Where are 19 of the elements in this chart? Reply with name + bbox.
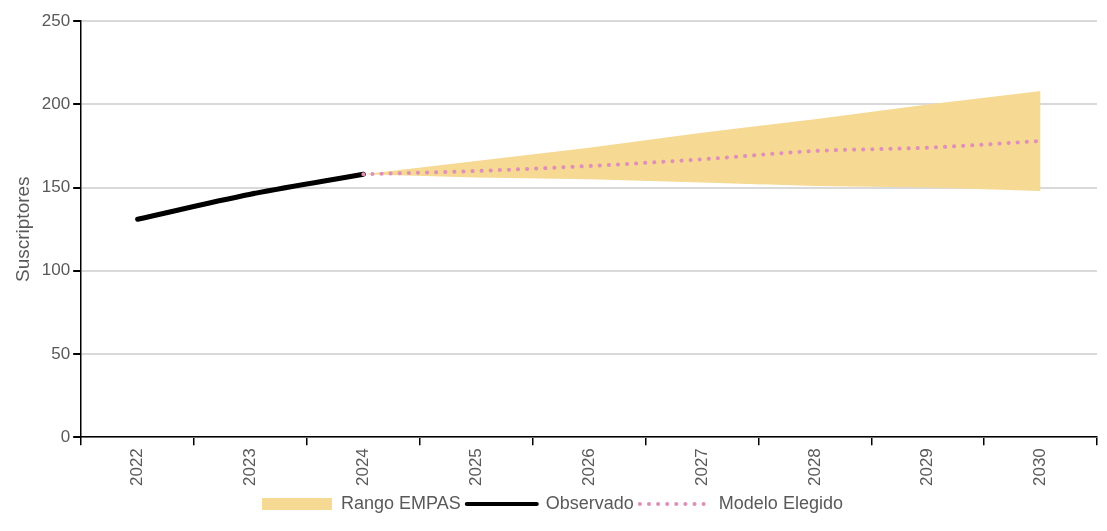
x-tick-label: 2026 bbox=[578, 448, 598, 487]
y-tick-label: 100 bbox=[41, 260, 71, 280]
y-tick-label: 250 bbox=[41, 10, 71, 30]
x-tick-label: 2024 bbox=[353, 448, 373, 487]
y-tick-label: 200 bbox=[41, 94, 71, 114]
legend-label: Modelo Elegido bbox=[718, 492, 843, 513]
legend-label: Observado bbox=[545, 492, 634, 513]
legend-label: Rango EMPAS bbox=[341, 492, 461, 513]
x-tick-label: 2022 bbox=[127, 448, 147, 487]
y-axis-title: Suscriptores bbox=[11, 176, 33, 282]
x-tick-label: 2025 bbox=[465, 448, 485, 487]
y-tick-label: 150 bbox=[41, 177, 71, 197]
x-tick-label: 2028 bbox=[804, 448, 824, 487]
y-tick-label: 0 bbox=[60, 426, 71, 446]
x-tick-label: 2023 bbox=[240, 448, 260, 487]
y-tick-label: 50 bbox=[51, 343, 71, 363]
x-tick-label: 2030 bbox=[1030, 448, 1050, 487]
x-tick-label: 2029 bbox=[917, 448, 937, 487]
x-tick-label: 2027 bbox=[691, 448, 711, 487]
